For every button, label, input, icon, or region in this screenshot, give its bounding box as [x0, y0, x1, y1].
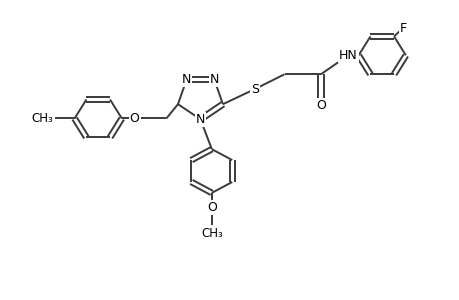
Text: N: N — [209, 73, 218, 86]
Text: CH₃: CH₃ — [31, 112, 53, 125]
Text: O: O — [129, 112, 139, 125]
Text: N: N — [181, 73, 191, 86]
Text: CH₃: CH₃ — [201, 227, 222, 240]
Text: S: S — [251, 82, 258, 95]
Text: HN: HN — [338, 49, 357, 62]
Text: O: O — [315, 99, 325, 112]
Text: O: O — [207, 201, 216, 214]
Text: N: N — [196, 113, 205, 126]
Text: F: F — [399, 22, 406, 34]
